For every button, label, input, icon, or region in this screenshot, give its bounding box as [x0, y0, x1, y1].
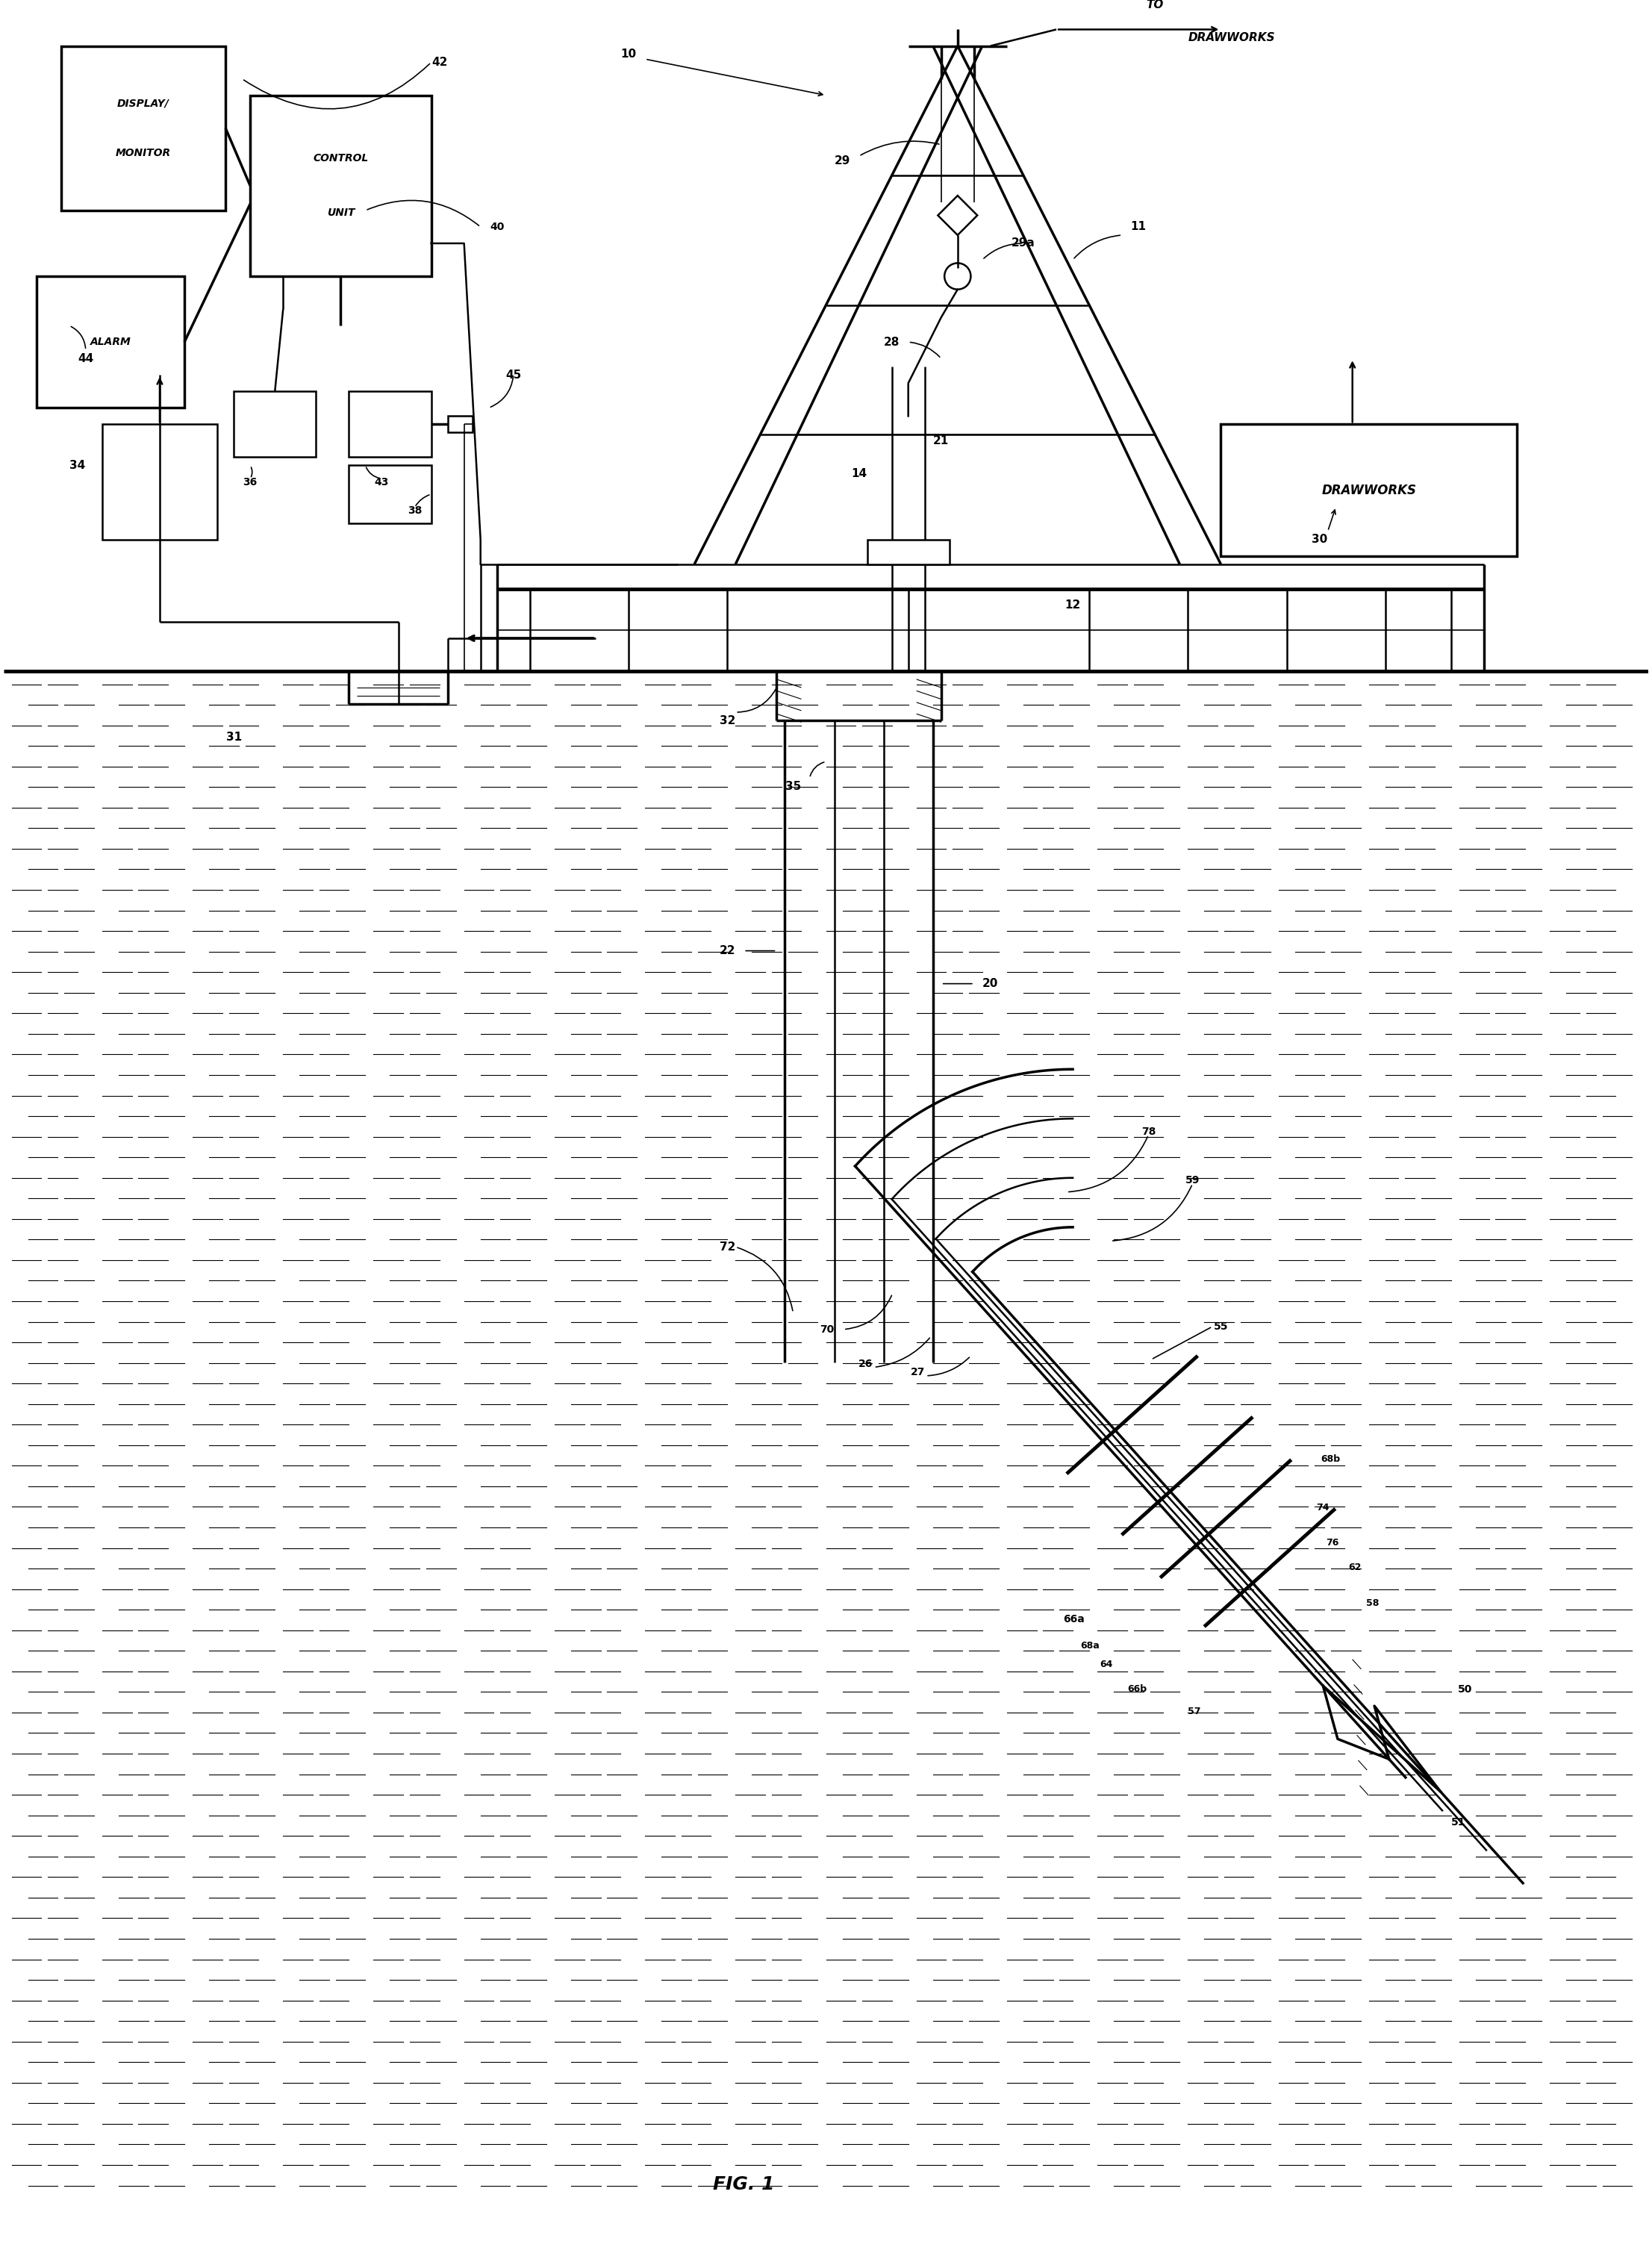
Text: 44: 44: [78, 354, 94, 365]
Text: 59: 59: [1184, 1175, 1199, 1186]
Text: 78: 78: [1142, 1127, 1156, 1136]
Text: 66b: 66b: [1127, 1685, 1146, 1694]
Text: 35: 35: [785, 780, 801, 792]
Text: DRAWWORKS: DRAWWORKS: [1188, 32, 1275, 43]
Text: 27: 27: [910, 1368, 925, 1377]
Text: 29: 29: [834, 156, 851, 166]
FancyBboxPatch shape: [1221, 424, 1517, 556]
Text: 20: 20: [983, 978, 998, 989]
Text: UNIT: UNIT: [327, 209, 355, 218]
Text: 38: 38: [408, 506, 421, 515]
FancyBboxPatch shape: [233, 392, 316, 458]
FancyBboxPatch shape: [448, 415, 472, 433]
Text: 68a: 68a: [1080, 1642, 1100, 1651]
Text: 10: 10: [621, 48, 636, 59]
Text: 28: 28: [884, 336, 900, 347]
Text: 70: 70: [819, 1325, 834, 1334]
Text: 12: 12: [1066, 599, 1080, 610]
Text: 68b: 68b: [1322, 1454, 1340, 1463]
Text: 74: 74: [1317, 1504, 1330, 1513]
FancyBboxPatch shape: [349, 392, 431, 458]
Text: DRAWWORKS: DRAWWORKS: [1322, 483, 1416, 497]
Text: 51: 51: [1452, 1817, 1465, 1828]
FancyBboxPatch shape: [61, 45, 226, 211]
Text: TO: TO: [1146, 0, 1163, 11]
Text: FIG. 1: FIG. 1: [714, 2175, 775, 2193]
Text: 55: 55: [1213, 1322, 1227, 1331]
Text: DISPLAY/: DISPLAY/: [117, 98, 170, 109]
Text: 58: 58: [1366, 1599, 1379, 1608]
Text: 31: 31: [226, 730, 241, 742]
Text: 14: 14: [851, 467, 867, 479]
Text: ALARM: ALARM: [89, 338, 131, 347]
Text: 62: 62: [1348, 1563, 1361, 1572]
Text: 57: 57: [1188, 1708, 1201, 1717]
Text: 42: 42: [431, 57, 448, 68]
Polygon shape: [938, 195, 978, 236]
Text: MONITOR: MONITOR: [116, 147, 170, 159]
Text: 21: 21: [933, 435, 950, 447]
Text: 72: 72: [719, 1241, 735, 1252]
Text: 76: 76: [1327, 1538, 1340, 1547]
Text: 64: 64: [1100, 1660, 1113, 1669]
Text: 43: 43: [375, 476, 390, 488]
Text: 36: 36: [243, 476, 258, 488]
FancyBboxPatch shape: [102, 424, 218, 540]
FancyBboxPatch shape: [36, 277, 185, 408]
Text: 22: 22: [719, 946, 735, 957]
Text: 40: 40: [489, 222, 504, 231]
FancyBboxPatch shape: [249, 95, 431, 277]
Text: 30: 30: [1312, 533, 1328, 544]
Text: 50: 50: [1457, 1685, 1472, 1694]
Text: 11: 11: [1130, 222, 1146, 234]
Text: 45: 45: [506, 370, 522, 381]
Text: CONTROL: CONTROL: [312, 154, 368, 163]
FancyBboxPatch shape: [867, 540, 950, 565]
Text: 26: 26: [859, 1359, 872, 1370]
FancyBboxPatch shape: [349, 465, 431, 524]
Text: 29a: 29a: [1011, 238, 1036, 249]
Text: 32: 32: [719, 714, 735, 726]
Text: 34: 34: [69, 460, 86, 472]
Text: 66a: 66a: [1062, 1615, 1084, 1624]
